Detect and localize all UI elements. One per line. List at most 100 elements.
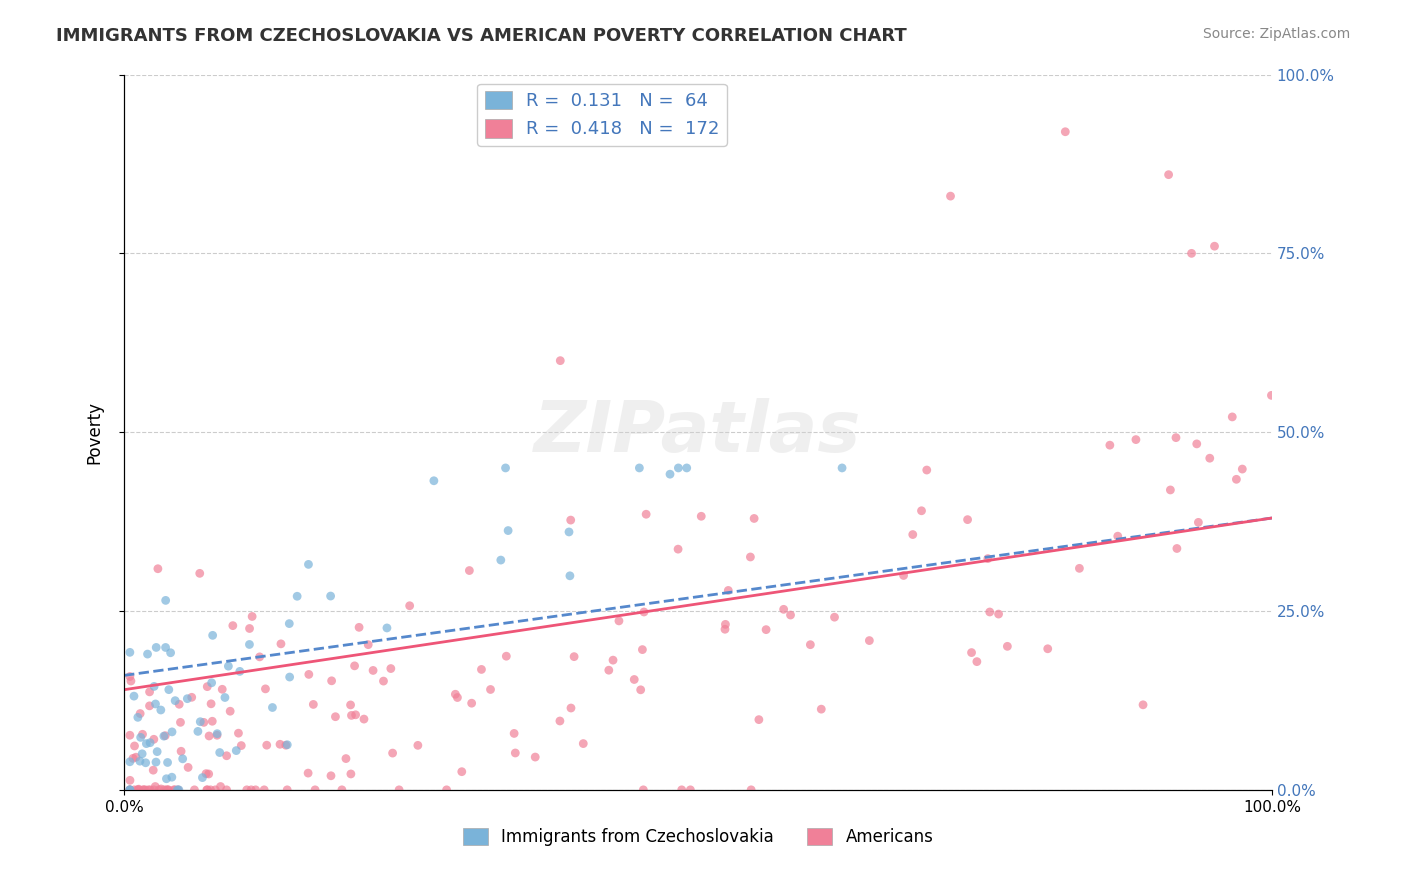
Point	[256, 738, 278, 752]
Y-axis label: Poverty: Poverty	[86, 401, 103, 464]
Point	[249, 649, 271, 664]
Point	[211, 682, 233, 697]
Text: ZIPatlas: ZIPatlas	[534, 398, 862, 467]
Point	[319, 769, 342, 783]
Point	[128, 782, 150, 797]
Point	[132, 782, 155, 797]
Point	[1220, 409, 1243, 424]
Point	[138, 698, 160, 713]
Point	[238, 637, 260, 651]
Point	[118, 773, 141, 788]
Point	[858, 633, 880, 648]
Point	[201, 714, 224, 729]
Point	[262, 700, 284, 714]
Point	[659, 467, 682, 482]
Point	[479, 682, 502, 697]
Point	[200, 782, 222, 797]
Point	[157, 782, 180, 797]
Point	[163, 782, 186, 797]
Point	[135, 756, 157, 770]
Point	[118, 782, 141, 797]
Point	[142, 732, 165, 747]
Point	[1180, 246, 1202, 260]
Point	[134, 782, 156, 797]
Point	[779, 608, 801, 623]
Point	[167, 782, 190, 797]
Point	[690, 509, 713, 524]
Point	[149, 703, 172, 717]
Point	[118, 669, 141, 683]
Point	[253, 782, 276, 797]
Point	[193, 715, 215, 730]
Point	[170, 744, 193, 758]
Point	[205, 728, 228, 742]
Point	[1198, 451, 1220, 466]
Point	[118, 755, 141, 769]
Point	[666, 542, 689, 557]
Point	[598, 663, 620, 677]
Point	[191, 771, 214, 785]
Point	[124, 782, 146, 797]
Point	[165, 693, 187, 707]
Point	[960, 646, 983, 660]
Point	[208, 746, 231, 760]
Point	[231, 739, 253, 753]
Point	[458, 564, 481, 578]
Point	[146, 562, 169, 576]
Point	[444, 687, 467, 701]
Point	[254, 681, 277, 696]
Point	[129, 731, 152, 745]
Point	[633, 782, 655, 797]
Point	[150, 781, 173, 796]
Point	[214, 690, 236, 705]
Point	[1164, 431, 1187, 445]
Point	[125, 750, 148, 764]
Point	[831, 461, 853, 475]
Point	[120, 673, 142, 688]
Point	[446, 690, 468, 705]
Point	[470, 662, 492, 676]
Point	[124, 739, 146, 753]
Point	[131, 727, 153, 741]
Point	[127, 710, 149, 724]
Point	[157, 682, 180, 697]
Point	[225, 743, 247, 757]
Point	[321, 673, 343, 688]
Point	[1166, 541, 1188, 556]
Point	[146, 745, 169, 759]
Point	[128, 782, 150, 797]
Point	[495, 649, 517, 664]
Point	[956, 513, 979, 527]
Point	[381, 746, 404, 760]
Point	[1204, 239, 1226, 253]
Point	[143, 680, 166, 694]
Point	[398, 599, 420, 613]
Point	[666, 461, 689, 475]
Point	[177, 760, 200, 774]
Point	[406, 739, 429, 753]
Point	[343, 658, 366, 673]
Point	[939, 189, 962, 203]
Point	[138, 782, 160, 797]
Point	[276, 782, 298, 797]
Point	[335, 751, 357, 765]
Point	[129, 754, 152, 768]
Point	[799, 638, 821, 652]
Point	[127, 782, 149, 797]
Point	[1159, 483, 1181, 497]
Point	[155, 782, 177, 797]
Point	[240, 782, 263, 797]
Point	[388, 782, 411, 797]
Point	[195, 680, 218, 694]
Point	[340, 767, 363, 781]
Point	[240, 609, 263, 624]
Point	[1187, 516, 1209, 530]
Point	[156, 782, 179, 797]
Point	[118, 782, 141, 797]
Point	[138, 685, 160, 699]
Point	[297, 558, 319, 572]
Point	[562, 649, 585, 664]
Point	[180, 690, 202, 705]
Point	[278, 670, 301, 684]
Legend: R =  0.131   N =  64, R =  0.418   N =  172: R = 0.131 N = 64, R = 0.418 N = 172	[478, 84, 727, 145]
